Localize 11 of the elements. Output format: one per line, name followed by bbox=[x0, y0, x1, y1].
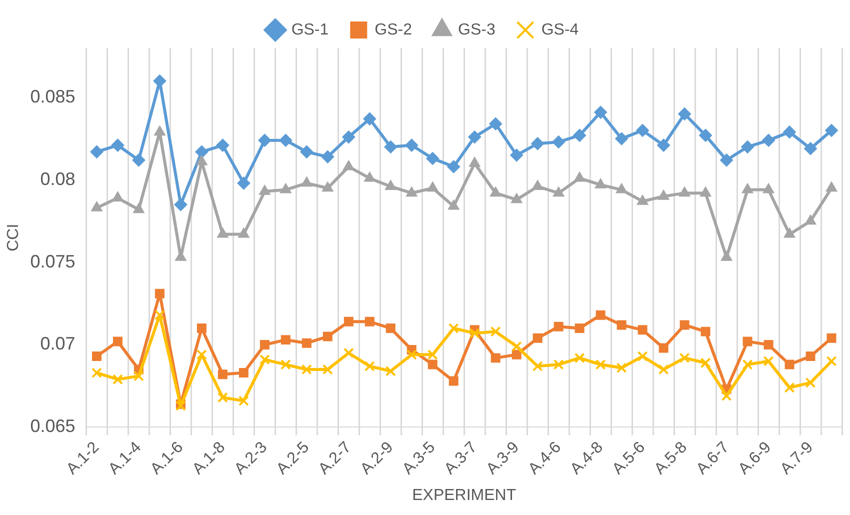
y-tick-label: 0.085 bbox=[30, 86, 76, 106]
legend-label: GS-4 bbox=[541, 21, 579, 38]
x-axis-title: EXPERIMENT bbox=[412, 486, 516, 504]
y-tick-label: 0.065 bbox=[30, 416, 76, 436]
legend-label: GS-2 bbox=[374, 21, 412, 38]
y-tick-label: 0.08 bbox=[40, 168, 76, 189]
y-tick-label: 0.075 bbox=[30, 251, 76, 272]
legend-label: GS-1 bbox=[291, 21, 329, 38]
y-tick-label: 0.07 bbox=[40, 334, 76, 354]
legend-label: GS-3 bbox=[458, 21, 496, 38]
y-axis-title: CCI bbox=[5, 224, 22, 252]
